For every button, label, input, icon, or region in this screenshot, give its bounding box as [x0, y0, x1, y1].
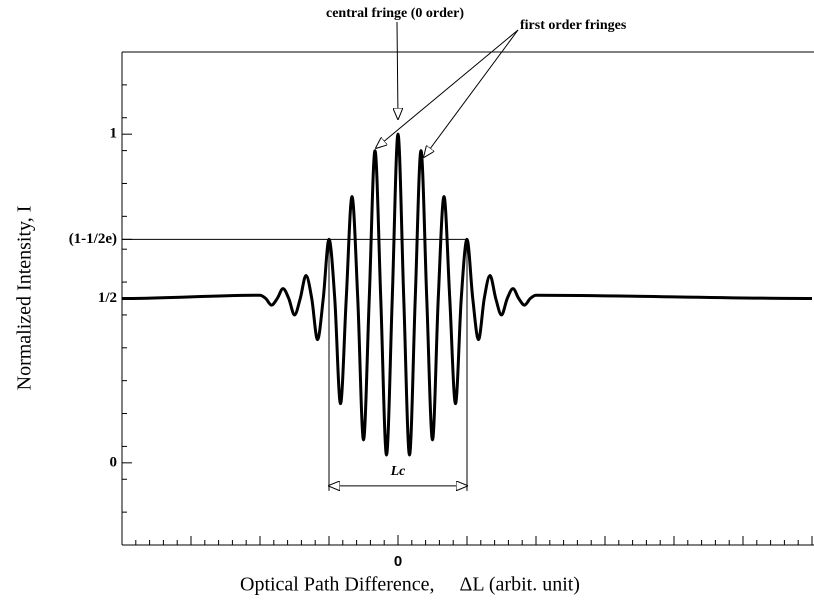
- lc-label: Lc: [390, 464, 407, 479]
- x-tick-label: 0: [394, 553, 402, 570]
- x-axis-label: Optical Path Difference, ΔL (arbit. unit…: [240, 574, 580, 596]
- y-tick-label: (1-1/2e): [69, 231, 117, 247]
- y-tick-label: 1/2: [98, 290, 117, 306]
- central-arrow: [397, 21, 398, 119]
- y-tick-label: 0: [110, 454, 118, 470]
- first-order-label: first order fringes: [520, 18, 627, 33]
- intensity-line: [121, 132, 813, 457]
- central-fringe-label: central fringe (0 order): [326, 6, 464, 21]
- y-axis-label: Normalized Intensity, I: [14, 206, 36, 391]
- first-order-arrow: [424, 29, 519, 157]
- first-order-arrow: [376, 29, 519, 148]
- y-tick-label: 1: [110, 126, 118, 142]
